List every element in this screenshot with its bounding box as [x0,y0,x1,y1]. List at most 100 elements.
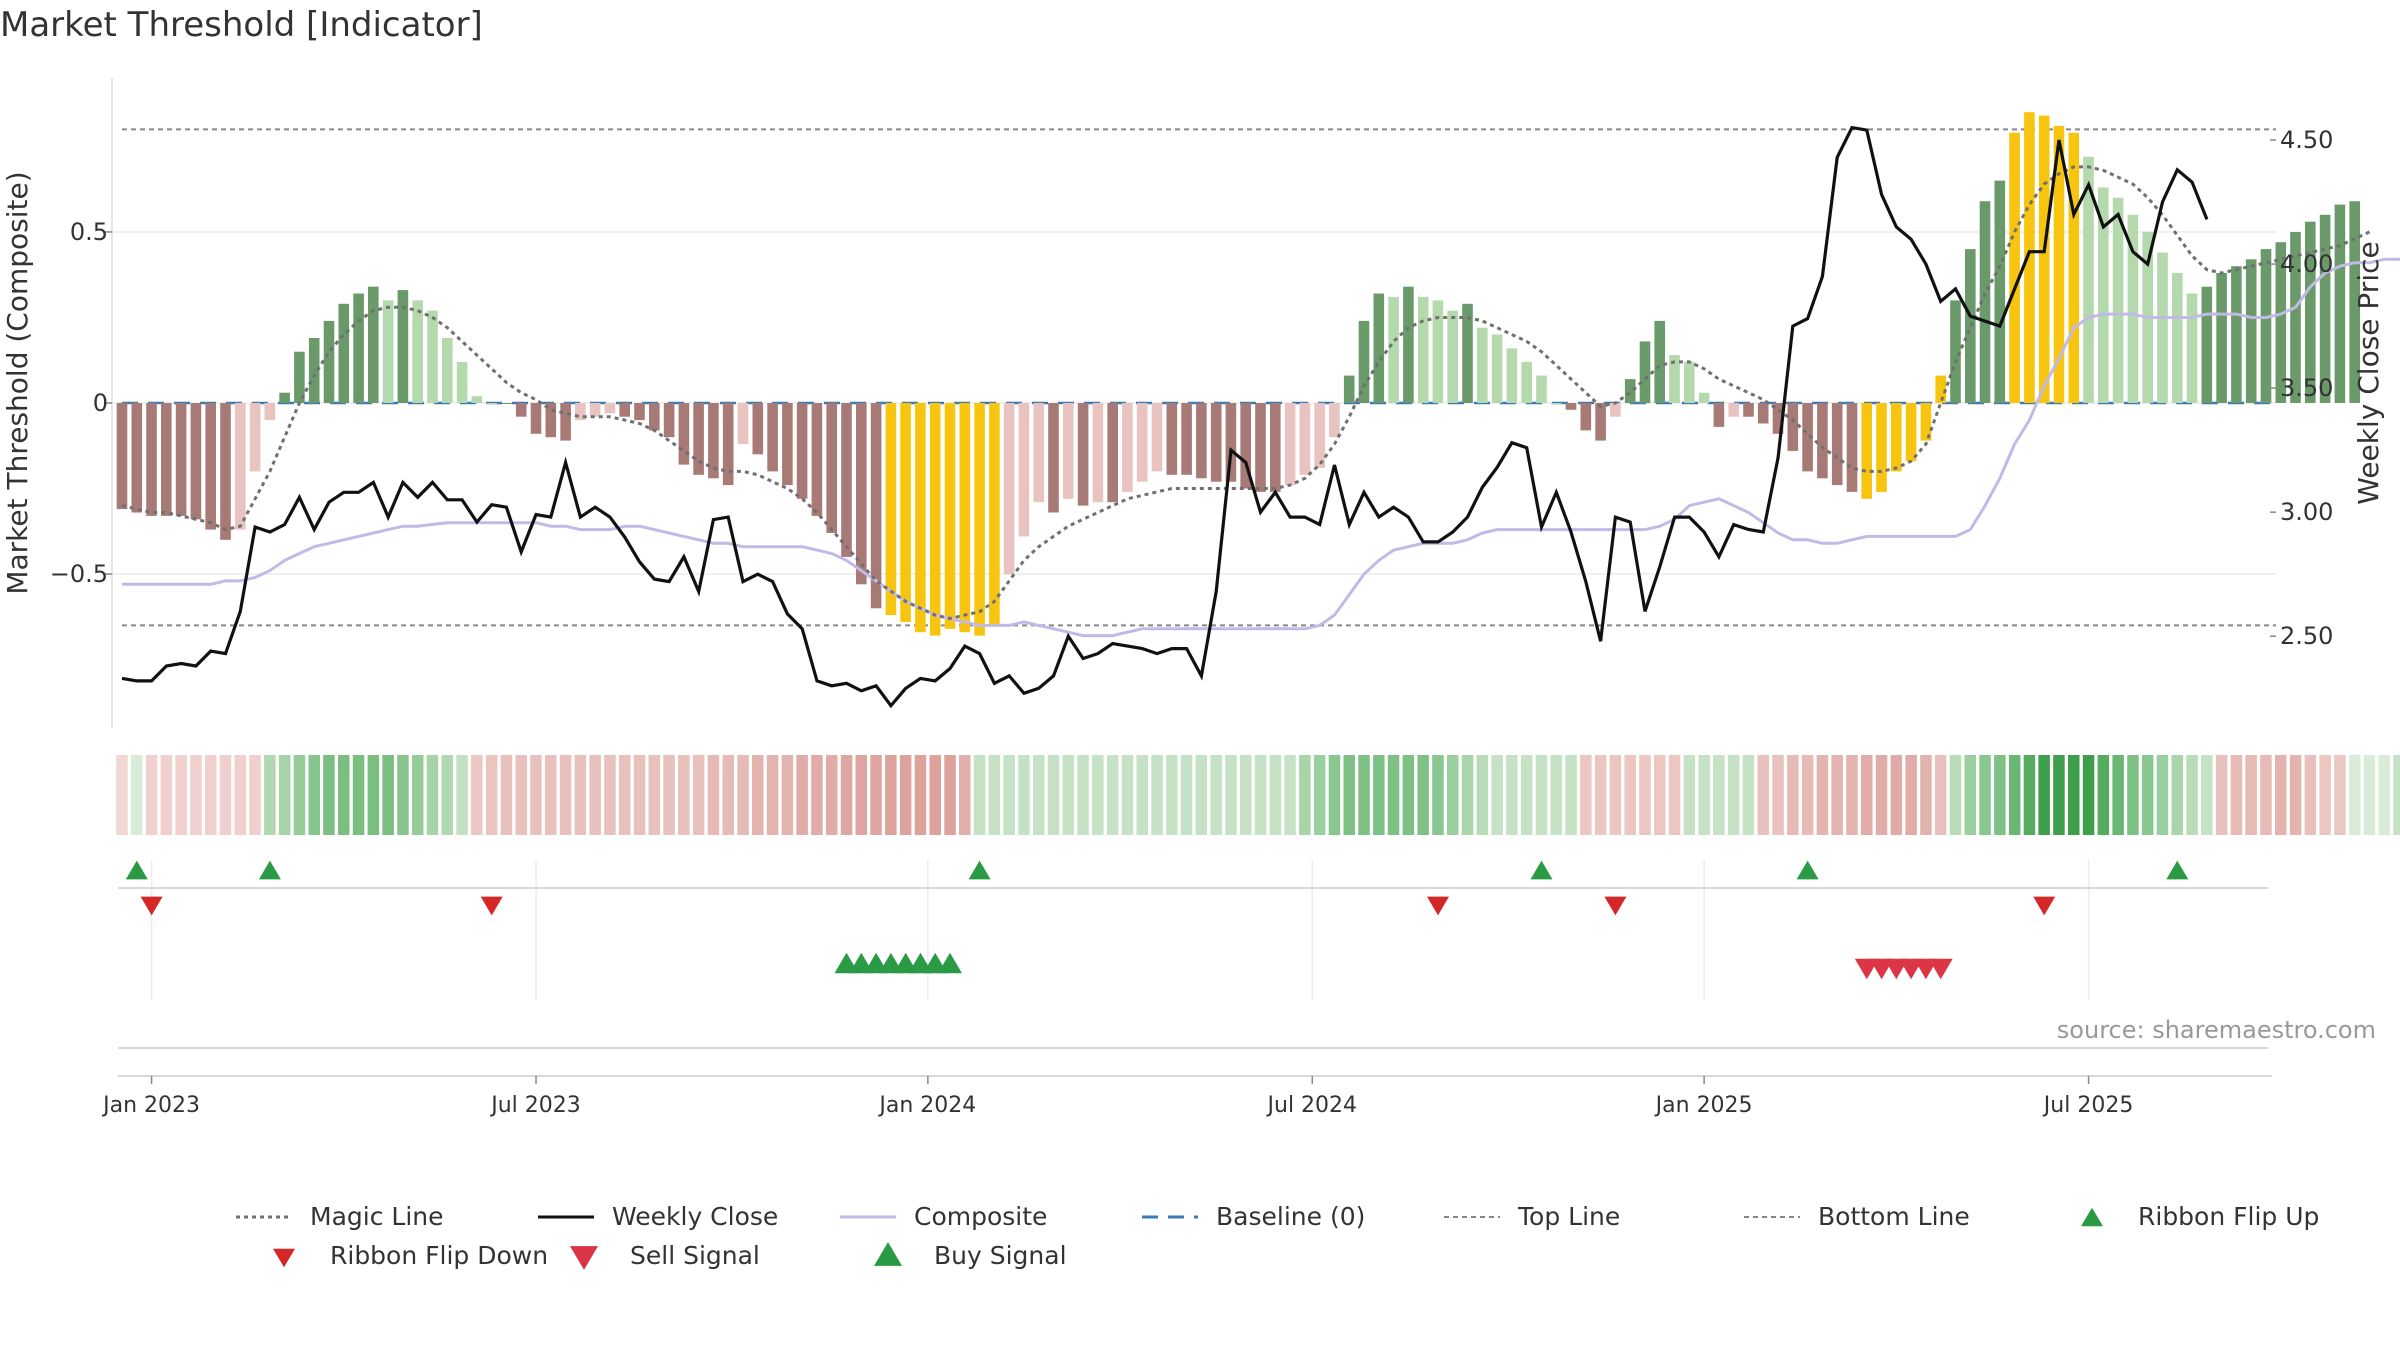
composite-bar [619,403,630,417]
ribbon-cell [1979,755,1991,835]
composite-bar [1299,403,1311,475]
ribbon-cell [1713,755,1725,835]
composite-bar [1343,375,1355,403]
composite-bar [767,403,778,472]
ribbon-cell [1994,755,2006,835]
y-right-axis-label: Weekly Close Price [2352,241,2385,504]
sell-signal-marker [1928,958,1953,980]
composite-bar [161,403,172,516]
ribbon-cell [1949,755,1962,835]
composite-bar [1373,293,1385,403]
ribbon-cell [811,755,823,835]
legend-swatch [273,1248,295,1268]
composite-bar [663,403,675,438]
composite-bar [2024,112,2035,403]
composite-bar [279,392,290,403]
composite-bar [900,403,911,622]
composite-bar [2334,204,2346,403]
ribbon-cell [338,755,350,835]
ribbon-cell [1432,755,1444,835]
ribbon-cell [959,755,971,835]
composite-bar [146,403,157,516]
ribbon-cell [1890,755,1903,835]
ribbon-cell [619,755,631,835]
ribbon-cell [2275,755,2287,835]
composite-bar [235,403,246,530]
ribbon-cell [2230,755,2243,835]
composite-bar [1447,310,1458,403]
ribbon-cell [929,755,941,835]
ribbon-cell [278,755,291,835]
ribbon-cell [2186,755,2198,835]
ribbon-cell [1875,755,1888,835]
composite-bar [264,403,276,421]
composite-bar [1329,403,1340,438]
ribbon-cell [2289,755,2302,835]
ribbon-flip-down-marker [140,896,163,916]
ribbon-cell [663,755,675,835]
ribbon-flip-up-marker [258,860,281,880]
ribbon-cell [1461,755,1474,835]
ribbon-cell [249,755,261,835]
y-left-tick-label: −0.5 [50,560,108,588]
composite-bar [1284,403,1296,486]
ribbon-cell [2023,755,2036,835]
ribbon-cell [471,755,483,835]
ribbon-cell [2171,755,2183,835]
legend-item: Baseline (0) [1142,1202,1365,1231]
ribbon-cell [131,755,143,835]
ribbon-cell [426,755,439,835]
ribbon-cell [1358,755,1370,835]
composite-bar [1432,300,1444,403]
composite-bar [2275,242,2287,403]
composite-bar [841,403,852,557]
ribbon-cell [1195,755,1208,835]
ribbon-cell [1816,755,1829,835]
x-axis: Jan 2023 Jul 2023 Jan 2024 Jul 2024 Jan 2025… [101,1075,2272,1118]
composite-bar [1358,320,1370,403]
ribbon-cell [1624,755,1636,835]
ribbon-cell [1550,755,1562,835]
ribbon-flip-up-marker [1530,860,1553,880]
composite-bar [2053,125,2065,404]
composite-bar [1550,403,1562,404]
ribbon-cell [1565,755,1577,835]
ribbon-cell [707,755,720,835]
ribbon-cell [1920,755,1932,835]
legend-item: Bottom Line [1744,1202,1970,1231]
composite-bar [1048,403,1059,513]
ribbon-cell [352,755,365,835]
composite-bar [2112,197,2124,403]
ribbon-cell [1166,755,1178,835]
ribbon-cell [308,755,320,835]
x-tick-label: Jul 2024 [1266,1093,1358,1118]
ribbon-cell [648,755,660,835]
composite-bar [782,403,793,486]
ribbon-cell [766,755,779,835]
ribbon-cell [2319,755,2331,835]
composite-bar [2290,231,2301,403]
composite-bar [1491,334,1503,403]
ribbon-cell [530,755,542,835]
legend-label: Baseline (0) [1216,1202,1365,1231]
ribbon-cell [1683,755,1696,835]
composite-bar [1935,375,1946,403]
legend-label: Ribbon Flip Down [330,1241,548,1270]
y-right-tick-label: 4.50 [2280,126,2333,154]
ribbon-cell [826,755,838,835]
composite-bar [190,403,202,520]
ribbon-cell [796,755,808,835]
composite-bar [382,300,394,403]
ribbon-cell [1180,755,1193,835]
ribbon-cell [205,755,217,835]
composite-bar [1196,403,1207,479]
composite-bar [1624,379,1636,403]
composite-bar [456,361,468,403]
ribbon-cell [1491,755,1503,835]
ribbon-cell [1284,755,1296,835]
x-tick-label: Jan 2023 [101,1093,200,1118]
ribbon-cell [1934,755,1947,835]
ribbon-flip-down-marker [1604,896,1627,916]
ribbon-cell [441,755,453,835]
ribbon-cell [914,755,927,835]
